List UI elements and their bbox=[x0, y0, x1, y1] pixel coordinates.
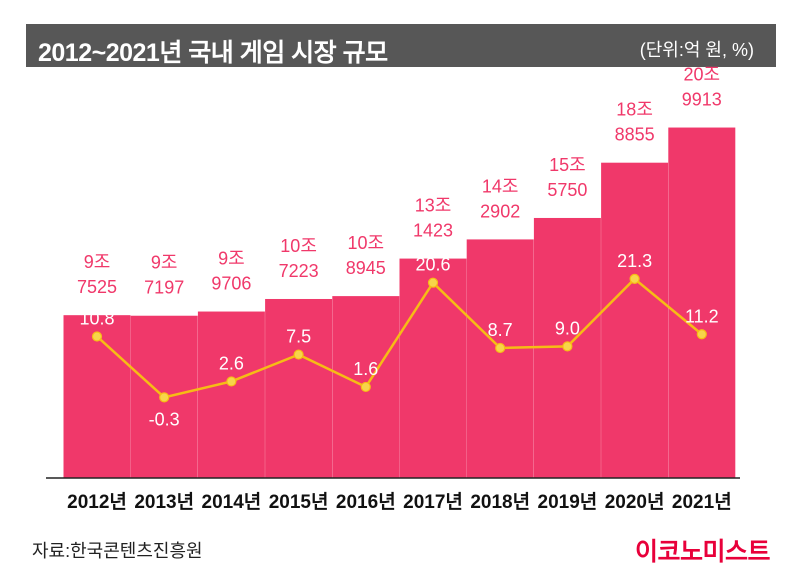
bar-value-label: 7197 bbox=[144, 278, 184, 298]
bar-value-label: 14조 bbox=[482, 176, 519, 196]
growth-value-label: 9.0 bbox=[555, 318, 580, 338]
x-tick-label: 2017년 bbox=[403, 491, 463, 513]
x-tick-label: 2013년 bbox=[134, 491, 194, 513]
x-tick-label: 2012년 bbox=[67, 491, 127, 513]
bar bbox=[197, 311, 265, 478]
x-tick-label: 2014년 bbox=[202, 491, 262, 513]
bar bbox=[63, 315, 131, 478]
growth-value-label: 1.6 bbox=[353, 359, 378, 379]
chart-title: 2012~2021년 국내 게임 시장 규모 bbox=[38, 39, 388, 67]
bar-value-label: 1423 bbox=[413, 221, 453, 241]
growth-point bbox=[629, 273, 640, 284]
growth-line bbox=[96, 277, 703, 399]
bar-value-label: 10조 bbox=[348, 233, 385, 253]
bar bbox=[601, 162, 669, 478]
bar-value-label: 9913 bbox=[682, 90, 722, 110]
growth-value-label: -0.3 bbox=[149, 409, 180, 429]
header-bar bbox=[26, 24, 776, 67]
bar-value-label: 2902 bbox=[480, 201, 520, 221]
bar-value-label: 7223 bbox=[279, 261, 319, 281]
bar bbox=[265, 298, 333, 478]
bar-value-label: 9조 bbox=[84, 252, 111, 272]
growth-value-label: 21.3 bbox=[617, 251, 652, 271]
bar-value-label: 10조 bbox=[280, 236, 317, 256]
growth-point bbox=[495, 342, 506, 354]
bar-value-label: 18조 bbox=[616, 100, 653, 120]
growth-value-label: 20.6 bbox=[415, 255, 450, 275]
bar-value-label: 13조 bbox=[415, 196, 452, 216]
x-tick-label: 2020년 bbox=[605, 491, 665, 513]
growth-point bbox=[226, 376, 237, 387]
x-tick-label: 2021년 bbox=[672, 491, 732, 513]
growth-value-label: 2.6 bbox=[219, 353, 244, 373]
bar-value-label: 8855 bbox=[615, 125, 655, 145]
growth-point bbox=[293, 349, 304, 360]
growth-point bbox=[159, 392, 170, 403]
bar-value-label: 20조 bbox=[684, 65, 721, 85]
growth-value-label: 11.2 bbox=[685, 306, 719, 326]
bar-value-label: 8945 bbox=[346, 258, 386, 278]
growth-point bbox=[696, 329, 707, 340]
bar-value-label: 5750 bbox=[547, 180, 587, 200]
bar-value-label: 9706 bbox=[211, 274, 251, 294]
growth-point bbox=[91, 331, 103, 342]
growth-point bbox=[427, 277, 439, 288]
growth-point bbox=[562, 341, 573, 352]
x-tick-label: 2016년 bbox=[336, 491, 396, 513]
x-tick-label: 2018년 bbox=[470, 491, 530, 513]
bar-value-label: 15조 bbox=[549, 155, 586, 175]
growth-value-label: 10.8 bbox=[79, 308, 114, 328]
bar bbox=[466, 239, 534, 478]
bar bbox=[668, 127, 736, 478]
x-tick-label: 2015년 bbox=[269, 491, 329, 513]
growth-value-label: 8.7 bbox=[488, 320, 513, 340]
bar-value-label: 7525 bbox=[77, 277, 117, 297]
bar-value-label: 9조 bbox=[151, 253, 178, 273]
x-tick-label: 2019년 bbox=[538, 491, 598, 513]
growth-value-label: 7.5 bbox=[286, 327, 311, 347]
bar-value-label: 9조 bbox=[218, 249, 245, 269]
publisher-logo: 이코노미스트 bbox=[634, 538, 771, 566]
source-label: 자료:한국콘텐츠진흥원 bbox=[32, 541, 203, 561]
growth-point bbox=[360, 381, 371, 393]
unit-label: (단위:억 원, %) bbox=[639, 40, 754, 60]
bar bbox=[399, 258, 467, 478]
